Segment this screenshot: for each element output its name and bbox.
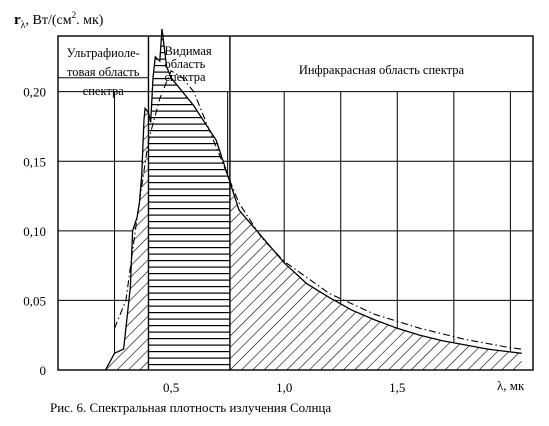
uv-hatched-area [105, 108, 149, 370]
region-label-uv: Ультрафиоле- [67, 46, 140, 60]
x-tick-label: 1,0 [276, 380, 292, 395]
x-tick-label: 0,5 [163, 380, 179, 395]
curves [104, 28, 522, 371]
y-tick-label: 0,20 [23, 85, 46, 100]
y-tick-labels: 0 0,05 0,10 0,15 0,20 [23, 85, 46, 378]
region-label-uv: товая область [67, 65, 140, 79]
plot-frame [57, 35, 534, 371]
plot-border [57, 35, 534, 371]
y-tick-label: 0 [40, 363, 47, 378]
blackbody-dashdot-line [113, 69, 522, 350]
region-labels: Ультрафиоле-товая область спектра Видимаяо… [67, 44, 465, 98]
x-tick-label: 1,5 [389, 380, 405, 395]
y-tick-label: 0,10 [23, 224, 46, 239]
y-axis-symbol: r [14, 12, 21, 28]
x-axis-label: λ, мк [497, 378, 525, 393]
region-label-ir: Инфракрасная область спектра [299, 63, 465, 77]
x-tick-labels: 0,5 1,0 1,5 [163, 380, 405, 395]
y-axis-unit-post: . мк) [76, 13, 104, 28]
region-label-visible: область [164, 57, 205, 71]
y-axis-unit-pre: , Вт/(см [26, 13, 72, 28]
curve-fill-area [105, 29, 522, 370]
figure-caption: Рис. 6. Спектральная плотность излучения… [50, 400, 331, 415]
y-tick-label: 0,05 [23, 293, 46, 308]
y-tick-label: 0,15 [23, 154, 46, 169]
region-label-uv: спектра [83, 84, 125, 98]
y-axis-subscript: λ [21, 20, 26, 31]
region-label-visible: спектра [164, 70, 206, 84]
y-axis-unit-sup: 2 [72, 10, 77, 20]
visible-hatched-area [148, 36, 230, 370]
y-axis-label: rλ, Вт/(см2. мк) [14, 10, 104, 31]
region-label-visible: Видимая [164, 44, 211, 58]
ir-hatched-area [229, 182, 522, 370]
